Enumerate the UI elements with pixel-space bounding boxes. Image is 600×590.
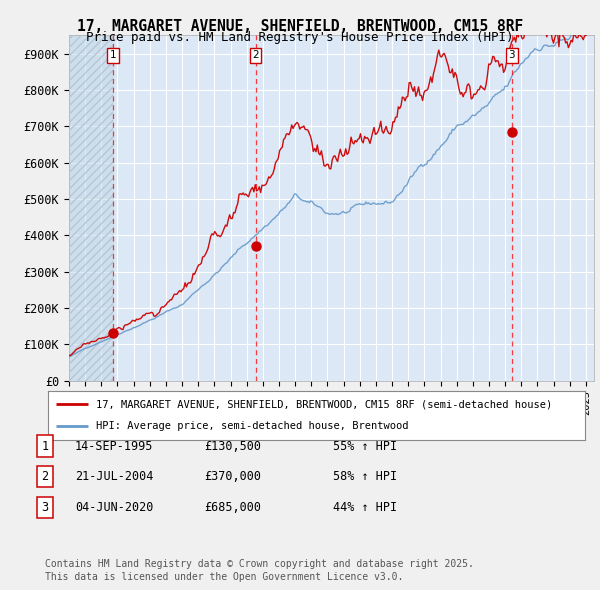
Text: 21-JUL-2004: 21-JUL-2004 <box>75 470 154 483</box>
Text: 2: 2 <box>252 50 259 60</box>
Text: £370,000: £370,000 <box>204 470 261 483</box>
Text: Contains HM Land Registry data © Crown copyright and database right 2025.
This d: Contains HM Land Registry data © Crown c… <box>45 559 474 582</box>
Text: 58% ↑ HPI: 58% ↑ HPI <box>333 470 397 483</box>
Text: 44% ↑ HPI: 44% ↑ HPI <box>333 501 397 514</box>
Text: 3: 3 <box>509 50 515 60</box>
Text: 2: 2 <box>41 470 49 483</box>
Text: 17, MARGARET AVENUE, SHENFIELD, BRENTWOOD, CM15 8RF (semi-detached house): 17, MARGARET AVENUE, SHENFIELD, BRENTWOO… <box>97 399 553 409</box>
Text: 04-JUN-2020: 04-JUN-2020 <box>75 501 154 514</box>
Text: £685,000: £685,000 <box>204 501 261 514</box>
Text: Price paid vs. HM Land Registry's House Price Index (HPI): Price paid vs. HM Land Registry's House … <box>86 31 514 44</box>
Text: 1: 1 <box>109 50 116 60</box>
Bar <box>69 35 113 381</box>
Text: £130,500: £130,500 <box>204 440 261 453</box>
Text: HPI: Average price, semi-detached house, Brentwood: HPI: Average price, semi-detached house,… <box>97 421 409 431</box>
Text: 17, MARGARET AVENUE, SHENFIELD, BRENTWOOD, CM15 8RF: 17, MARGARET AVENUE, SHENFIELD, BRENTWOO… <box>77 19 523 34</box>
Text: 14-SEP-1995: 14-SEP-1995 <box>75 440 154 453</box>
Text: 3: 3 <box>41 501 49 514</box>
Text: 1: 1 <box>41 440 49 453</box>
Text: 55% ↑ HPI: 55% ↑ HPI <box>333 440 397 453</box>
